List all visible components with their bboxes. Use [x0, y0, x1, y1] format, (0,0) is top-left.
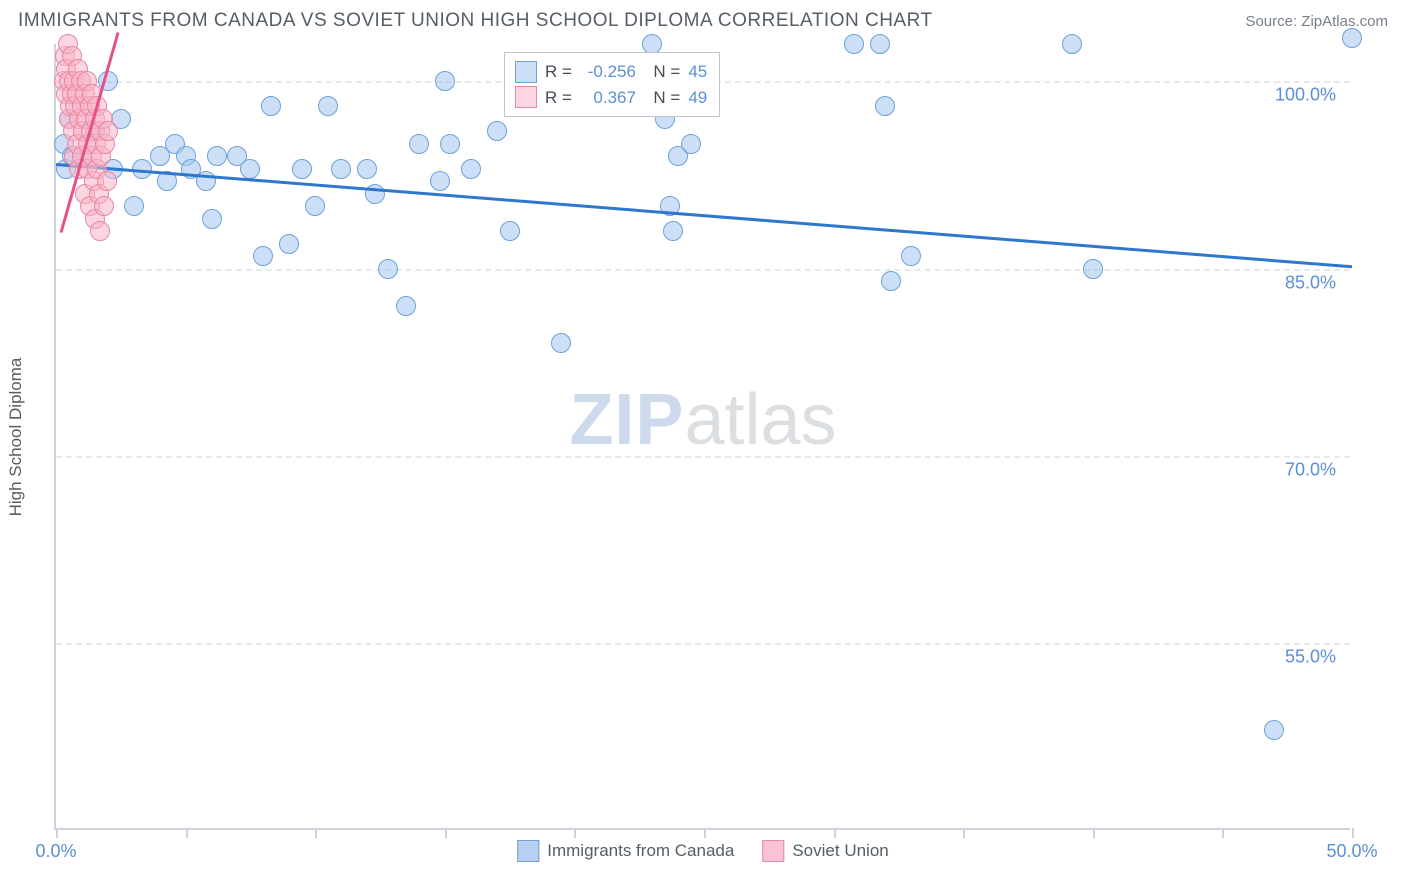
- x-tick: [445, 828, 447, 838]
- scatter-marker: [240, 159, 260, 179]
- legend-swatch: [515, 61, 537, 83]
- scatter-marker: [1264, 720, 1284, 740]
- scatter-marker: [870, 34, 890, 54]
- legend-swatch: [517, 840, 539, 862]
- scatter-marker: [500, 221, 520, 241]
- grid-line: [56, 269, 1350, 271]
- y-tick-label: 100.0%: [1275, 85, 1336, 106]
- trend-line: [56, 163, 1352, 268]
- x-tick: [315, 828, 317, 838]
- scatter-marker: [207, 146, 227, 166]
- chart-source: Source: ZipAtlas.com: [1245, 13, 1388, 30]
- scatter-marker: [461, 159, 481, 179]
- scatter-marker: [378, 259, 398, 279]
- scatter-marker: [98, 121, 118, 141]
- scatter-marker: [430, 171, 450, 191]
- scatter-marker: [487, 121, 507, 141]
- legend-r-value: -0.256: [580, 59, 636, 85]
- bottom-legend: Immigrants from Canada Soviet Union: [517, 840, 888, 862]
- x-tick: [574, 828, 576, 838]
- legend-n-label: N =: [644, 59, 680, 85]
- scatter-marker: [261, 96, 281, 116]
- legend-r-label: R =: [545, 59, 572, 85]
- legend-n-label: N =: [644, 85, 680, 111]
- y-tick-label: 70.0%: [1285, 459, 1336, 480]
- x-tick: [963, 828, 965, 838]
- bottom-legend-label: Soviet Union: [792, 841, 888, 861]
- legend-r-value: 0.367: [580, 85, 636, 111]
- x-tick: [1222, 828, 1224, 838]
- scatter-marker: [124, 196, 144, 216]
- x-tick-label: 50.0%: [1326, 841, 1377, 862]
- x-tick-label: 0.0%: [35, 841, 76, 862]
- scatter-marker: [318, 96, 338, 116]
- scatter-marker: [901, 246, 921, 266]
- legend-swatch: [762, 840, 784, 862]
- scatter-marker: [663, 221, 683, 241]
- x-tick: [186, 828, 188, 838]
- bottom-legend-label: Immigrants from Canada: [547, 841, 734, 861]
- watermark-part1: ZIP: [569, 380, 684, 460]
- watermark: ZIPatlas: [569, 379, 836, 461]
- scatter-marker: [551, 333, 571, 353]
- scatter-marker: [331, 159, 351, 179]
- scatter-marker: [435, 71, 455, 91]
- scatter-marker: [1083, 259, 1103, 279]
- x-tick: [834, 828, 836, 838]
- x-tick: [704, 828, 706, 838]
- scatter-marker: [202, 209, 222, 229]
- stats-legend-row: R = -0.256 N = 45: [515, 59, 707, 85]
- bottom-legend-item: Soviet Union: [762, 840, 888, 862]
- grid-line: [56, 456, 1350, 458]
- y-axis-title: High School Diploma: [6, 358, 26, 517]
- chart-title: IMMIGRANTS FROM CANADA VS SOVIET UNION H…: [18, 10, 933, 32]
- legend-n-value: 49: [688, 85, 707, 111]
- scatter-marker: [292, 159, 312, 179]
- stats-legend-row: R = 0.367 N = 49: [515, 85, 707, 111]
- x-tick: [1093, 828, 1095, 838]
- scatter-marker: [409, 134, 429, 154]
- legend-n-value: 45: [688, 59, 707, 85]
- scatter-marker: [844, 34, 864, 54]
- scatter-marker: [1342, 28, 1362, 48]
- plot-area: ZIPatlas 55.0%70.0%85.0%100.0%0.0%50.0%R…: [54, 44, 1350, 830]
- scatter-marker: [881, 271, 901, 291]
- grid-line: [56, 643, 1350, 645]
- y-tick-label: 85.0%: [1285, 272, 1336, 293]
- y-tick-label: 55.0%: [1285, 646, 1336, 667]
- chart-container: ZIPatlas 55.0%70.0%85.0%100.0%0.0%50.0%R…: [54, 44, 1350, 830]
- scatter-marker: [279, 234, 299, 254]
- scatter-marker: [357, 159, 377, 179]
- x-tick: [1352, 828, 1354, 838]
- scatter-marker: [440, 134, 460, 154]
- scatter-marker: [253, 246, 273, 266]
- scatter-marker: [642, 34, 662, 54]
- scatter-marker: [875, 96, 895, 116]
- legend-swatch: [515, 86, 537, 108]
- watermark-part2: atlas: [684, 380, 836, 460]
- scatter-marker: [90, 221, 110, 241]
- legend-r-label: R =: [545, 85, 572, 111]
- scatter-marker: [97, 171, 117, 191]
- x-tick: [56, 828, 58, 838]
- stats-legend: R = -0.256 N = 45 R = 0.367 N = 49: [504, 52, 720, 117]
- scatter-marker: [681, 134, 701, 154]
- scatter-marker: [94, 196, 114, 216]
- scatter-marker: [396, 296, 416, 316]
- scatter-marker: [1062, 34, 1082, 54]
- scatter-marker: [305, 196, 325, 216]
- bottom-legend-item: Immigrants from Canada: [517, 840, 734, 862]
